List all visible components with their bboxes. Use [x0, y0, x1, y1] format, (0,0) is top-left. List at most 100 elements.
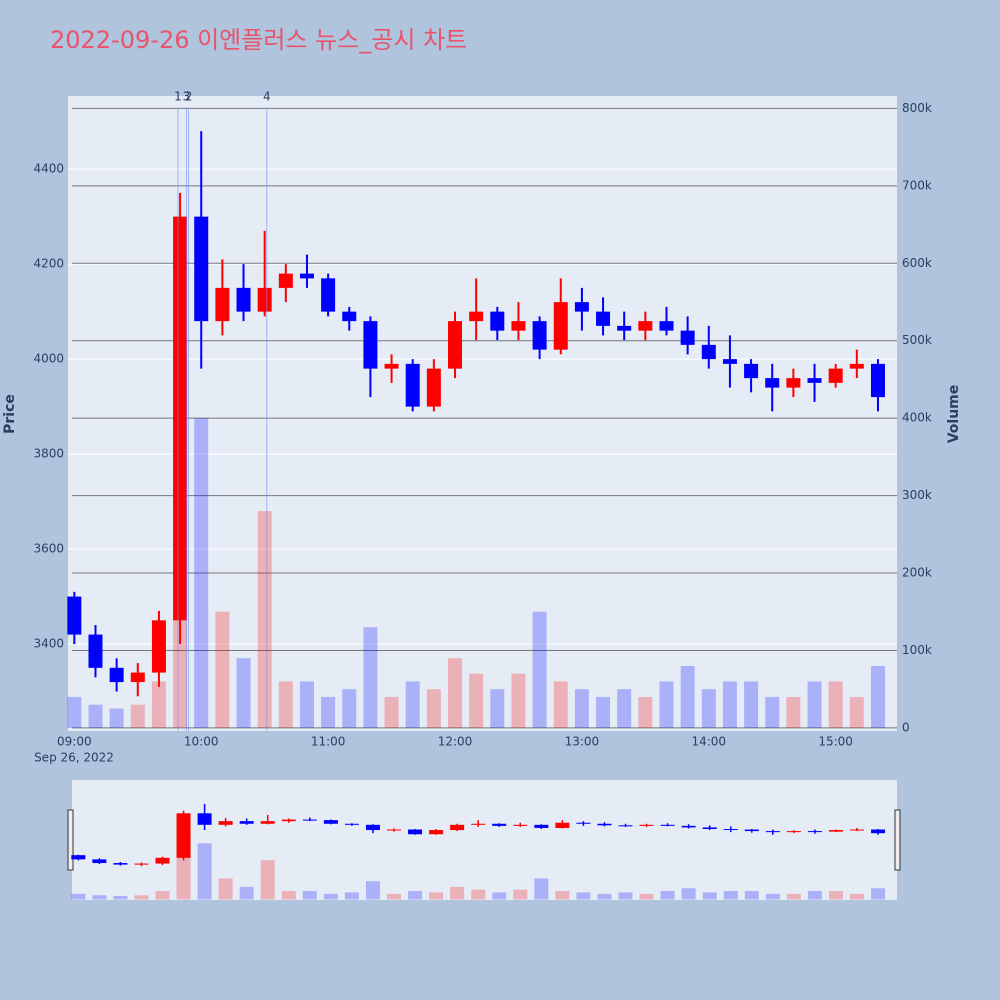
candle-body — [384, 363, 399, 369]
candle-body — [786, 378, 801, 388]
volume-bar — [299, 681, 314, 728]
range-slider[interactable] — [72, 780, 897, 900]
range-handle[interactable] — [894, 809, 901, 871]
candle-body — [109, 667, 124, 683]
volume-bar — [490, 689, 505, 728]
candle-body — [321, 278, 336, 312]
slider-volume-bar — [387, 893, 402, 900]
slider-volume-bar — [155, 891, 170, 900]
slider-volume-bar — [408, 891, 423, 900]
slider-candle-body — [302, 819, 317, 821]
slider-volume-bar — [639, 893, 654, 900]
slider-volume-bar — [828, 891, 843, 900]
candle-body — [722, 359, 737, 364]
candle-body — [849, 363, 864, 369]
slider-volume-bar — [807, 891, 822, 900]
slider-volume-bar — [850, 893, 865, 900]
slider-volume-bar — [660, 891, 675, 900]
candle-body — [67, 596, 82, 635]
slider-candle-body — [344, 823, 359, 825]
slider-volume-bar — [450, 886, 465, 900]
slider-candle-body — [450, 824, 465, 831]
y-tick-label: 3400 — [33, 637, 64, 651]
slider-candle-body — [576, 822, 591, 824]
y-axis-title: Price — [2, 394, 18, 434]
slider-candle-body — [723, 829, 738, 831]
annotation-label: 2 — [185, 90, 193, 104]
volume-bar — [236, 658, 251, 728]
y-tick-label: 4200 — [33, 257, 64, 271]
candle-body — [574, 302, 589, 312]
volume-bar — [448, 658, 463, 728]
slider-candle-body — [513, 824, 528, 826]
slider-volume-bar — [92, 895, 107, 900]
y2-tick-label: 300k — [902, 488, 932, 502]
volume-bar — [596, 696, 611, 728]
slider-volume-bar — [534, 878, 549, 900]
x-tick-label: 14:00 — [691, 735, 726, 749]
volume-bar — [278, 681, 293, 728]
y2-tick-label: 200k — [902, 566, 932, 580]
slider-volume-bar — [281, 891, 296, 900]
candle-body — [342, 311, 357, 322]
candle-body — [807, 378, 822, 383]
volume-bar — [194, 418, 209, 728]
slider-candle-body — [323, 820, 338, 824]
plot-area — [68, 96, 897, 731]
slider-volume-bar — [71, 893, 86, 900]
slider-volume-bar — [197, 843, 212, 900]
candle-body — [553, 302, 568, 350]
candle-body — [257, 287, 272, 312]
candle-body — [236, 287, 251, 312]
volume-bar — [659, 681, 674, 728]
volume-bar — [130, 704, 145, 728]
volume-bar — [786, 696, 801, 728]
y2-tick-label: 400k — [902, 411, 932, 425]
slider-volume-bar — [681, 888, 696, 900]
volume-bar — [680, 665, 695, 728]
slider-candle-body — [702, 827, 717, 830]
candle-body — [490, 311, 505, 331]
slider-volume-bar — [239, 886, 254, 900]
slider-candle-body — [744, 829, 759, 832]
volume-bar — [384, 696, 399, 728]
candle-body — [363, 321, 378, 369]
slider-volume-bar — [492, 892, 507, 900]
y2-tick-label: 700k — [902, 178, 932, 192]
x-tick-label: 12:00 — [438, 735, 473, 749]
volume-bar — [744, 681, 759, 728]
slider-candle-body — [828, 830, 843, 832]
slider-candle-body — [155, 857, 170, 864]
slider-candle-body — [639, 824, 654, 826]
y-tick-label: 4400 — [33, 162, 64, 176]
slider-candle-body — [134, 863, 149, 865]
slider-candle-body — [492, 823, 507, 826]
volume-bar — [469, 673, 484, 728]
candle-body — [596, 311, 611, 326]
slider-candle-body — [660, 824, 675, 826]
y2-axis-title: Volume — [946, 385, 962, 444]
volume-bar — [638, 696, 653, 728]
slider-candle-body — [534, 824, 549, 828]
slider-candle-body — [786, 831, 801, 833]
slider-volume-bar — [471, 889, 486, 900]
candle-body — [638, 321, 653, 331]
range-handle[interactable] — [67, 809, 74, 871]
x-tick-label: 09:00 — [57, 735, 92, 749]
slider-volume-bar — [765, 893, 780, 900]
slider-candle-body — [92, 859, 107, 864]
slider-volume-bar — [218, 878, 233, 900]
slider-candle-body — [850, 829, 865, 831]
y-tick-label: 3800 — [33, 447, 64, 461]
x-date-label: Sep 26, 2022 — [34, 751, 114, 765]
slider-volume-bar — [429, 892, 444, 900]
candle-body — [744, 363, 759, 379]
slider-candle-body — [429, 830, 444, 835]
x-tick-label: 15:00 — [818, 735, 853, 749]
slider-volume-bar — [134, 895, 149, 900]
slider-candle-body — [871, 829, 886, 834]
y-tick-label: 4000 — [33, 352, 64, 366]
slider-volume-bar — [113, 895, 128, 900]
slider-volume-bar — [576, 892, 591, 900]
y2-tick-label: 600k — [902, 256, 932, 270]
